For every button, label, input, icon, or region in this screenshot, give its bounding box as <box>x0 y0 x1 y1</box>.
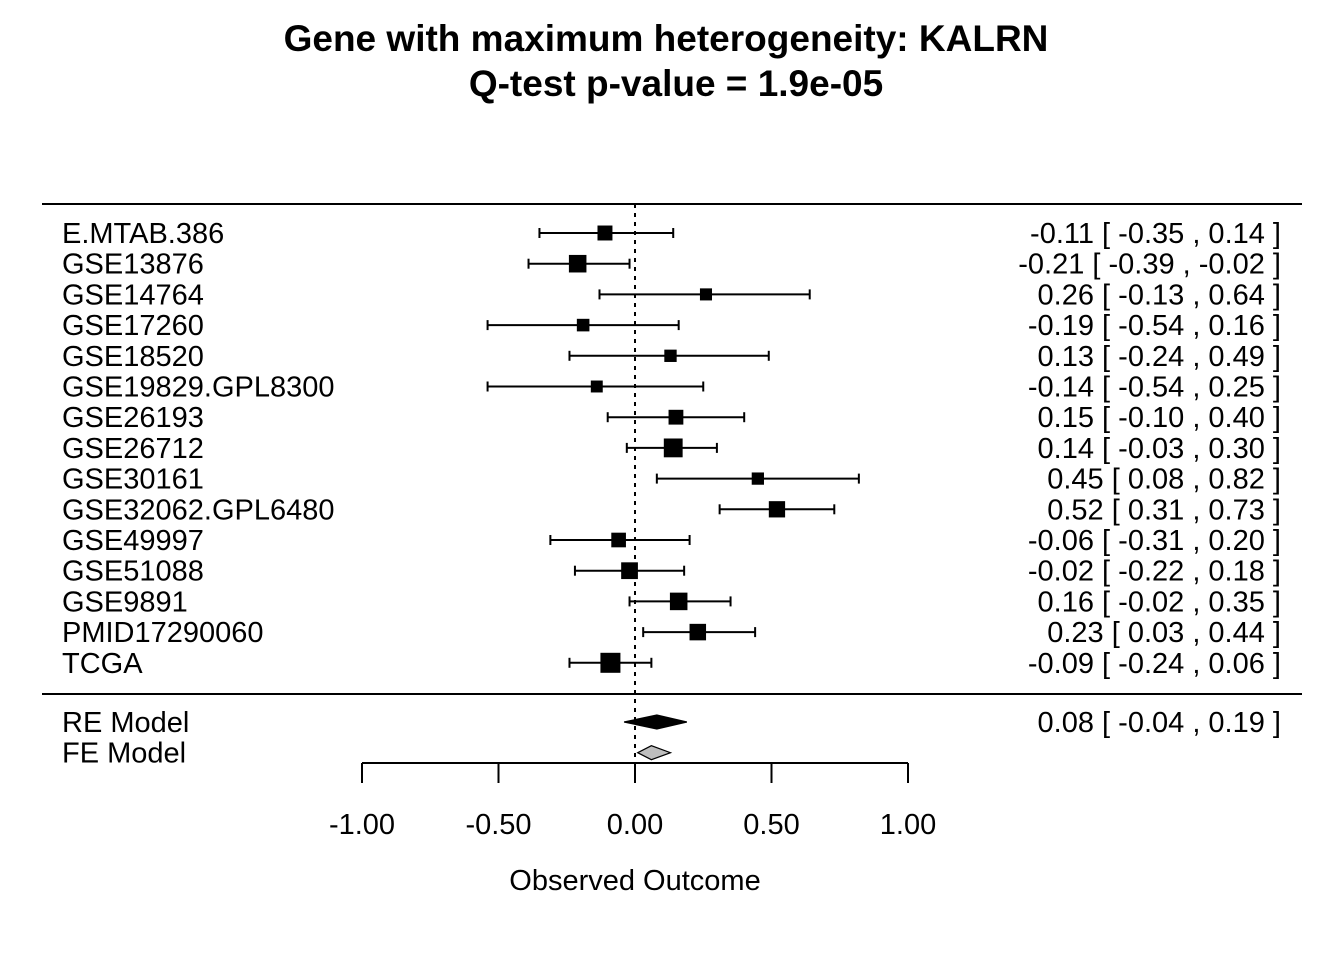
study-label: E.MTAB.386 <box>62 218 224 250</box>
study-row: GSE26193 0.15 [ -0.10 , 0.40 ] <box>62 402 1281 434</box>
effect-size-square <box>600 652 621 673</box>
effect-size-square <box>597 225 613 241</box>
effect-size-square <box>664 349 677 362</box>
effect-size-square <box>568 254 587 273</box>
study-row: GSE9891 0.16 [ -0.02 , 0.35 ] <box>62 586 1281 618</box>
study-label: GSE30161 <box>62 464 204 496</box>
study-row: PMID17290060 0.23 [ 0.03 , 0.44 ] <box>62 617 1281 649</box>
study-row: GSE26712 0.14 [ -0.03 , 0.30 ] <box>62 433 1281 465</box>
summary-diamond <box>623 714 688 730</box>
summary-label: FE Model <box>62 738 186 770</box>
study-ci-text: 0.13 [ -0.24 , 0.49 ] <box>1038 341 1281 373</box>
x-tick-label: 0.00 <box>607 809 663 841</box>
study-label: GSE26193 <box>62 402 204 434</box>
effect-size-square <box>689 623 707 641</box>
effect-size-square <box>751 472 764 485</box>
study-rows: E.MTAB.386 -0.11 [ -0.35 , 0.14 ]GSE13876… <box>62 218 1281 680</box>
study-label: GSE17260 <box>62 310 204 342</box>
study-row: GSE49997 -0.06 [ -0.31 , 0.20 ] <box>62 525 1281 557</box>
study-row: GSE14764 0.26 [ -0.13 , 0.64 ] <box>62 279 1281 311</box>
x-axis: -1.00 -0.50 0.00 0.50 1.00 <box>329 762 936 841</box>
study-label: GSE19829.GPL8300 <box>62 372 334 404</box>
chart-title: Gene with maximum heterogeneity: KALRN <box>284 18 1049 59</box>
study-label: GSE18520 <box>62 341 204 373</box>
study-row: GSE19829.GPL8300 -0.14 [ -0.54 , 0.25 ] <box>62 372 1281 404</box>
study-label: GSE51088 <box>62 556 204 588</box>
study-label: PMID17290060 <box>62 617 264 649</box>
effect-size-square <box>663 438 683 458</box>
study-row: TCGA -0.09 [ -0.24 , 0.06 ] <box>62 648 1281 680</box>
x-tick-label: 1.00 <box>880 809 936 841</box>
study-label: GSE14764 <box>62 279 204 311</box>
study-ci-text: 0.52 [ 0.31 , 0.73 ] <box>1047 494 1281 526</box>
x-tick-label: 0.50 <box>743 809 799 841</box>
study-row: GSE13876 -0.21 [ -0.39 , -0.02 ] <box>62 249 1281 281</box>
study-label: TCGA <box>62 648 143 680</box>
study-ci-text: 0.14 [ -0.03 , 0.30 ] <box>1038 433 1281 465</box>
study-ci-text: 0.45 [ 0.08 , 0.82 ] <box>1047 464 1281 496</box>
x-axis-label: Observed Outcome <box>509 865 760 897</box>
effect-size-square <box>621 562 638 580</box>
study-label: GSE13876 <box>62 249 204 281</box>
effect-size-square <box>576 318 590 332</box>
study-row: E.MTAB.386 -0.11 [ -0.35 , 0.14 ] <box>62 218 1281 250</box>
x-tick-label: -0.50 <box>465 809 531 841</box>
study-label: GSE49997 <box>62 525 204 557</box>
summary-rows: RE Model 0.08 [ -0.04 , 0.19 ] FE Model <box>62 707 1281 770</box>
effect-size-square <box>699 288 713 301</box>
summary-diamond <box>636 745 673 761</box>
study-ci-text: -0.09 [ -0.24 , 0.06 ] <box>1028 648 1281 680</box>
study-label: GSE26712 <box>62 433 204 465</box>
study-row: GSE51088 -0.02 [ -0.22 , 0.18 ] <box>62 556 1281 588</box>
study-row: GSE32062.GPL6480 0.52 [ 0.31 , 0.73 ] <box>62 494 1281 526</box>
study-label: GSE9891 <box>62 586 188 618</box>
study-ci-text: -0.02 [ -0.22 , 0.18 ] <box>1028 556 1281 588</box>
effect-size-square <box>668 409 684 425</box>
summary-row: RE Model 0.08 [ -0.04 , 0.19 ] <box>62 707 1281 739</box>
study-ci-text: -0.21 [ -0.39 , -0.02 ] <box>1018 249 1281 281</box>
chart-subtitle: Q-test p-value = 1.9e-05 <box>469 63 883 104</box>
summary-label: RE Model <box>62 707 189 739</box>
study-ci-text: 0.16 [ -0.02 , 0.35 ] <box>1038 586 1281 618</box>
effect-size-square <box>768 501 786 518</box>
summary-ci-text: 0.08 [ -0.04 , 0.19 ] <box>1038 707 1281 739</box>
x-tick-label: -1.00 <box>329 809 395 841</box>
study-ci-text: -0.19 [ -0.54 , 0.16 ] <box>1028 310 1281 342</box>
study-ci-text: -0.06 [ -0.31 , 0.20 ] <box>1028 525 1281 557</box>
study-ci-text: 0.26 [ -0.13 , 0.64 ] <box>1038 279 1281 311</box>
study-ci-text: 0.15 [ -0.10 , 0.40 ] <box>1038 402 1281 434</box>
effect-size-square <box>669 592 688 611</box>
effect-size-square <box>611 532 626 548</box>
study-row: GSE18520 0.13 [ -0.24 , 0.49 ] <box>62 341 1281 373</box>
study-ci-text: -0.14 [ -0.54 , 0.25 ] <box>1028 372 1281 404</box>
effect-size-square <box>590 380 603 393</box>
study-label: GSE32062.GPL6480 <box>62 494 334 526</box>
study-row: GSE30161 0.45 [ 0.08 , 0.82 ] <box>62 464 1281 496</box>
study-ci-text: -0.11 [ -0.35 , 0.14 ] <box>1030 218 1281 250</box>
study-row: GSE17260 -0.19 [ -0.54 , 0.16 ] <box>62 310 1281 342</box>
summary-row: FE Model <box>62 738 673 770</box>
study-ci-text: 0.23 [ 0.03 , 0.44 ] <box>1047 617 1281 649</box>
